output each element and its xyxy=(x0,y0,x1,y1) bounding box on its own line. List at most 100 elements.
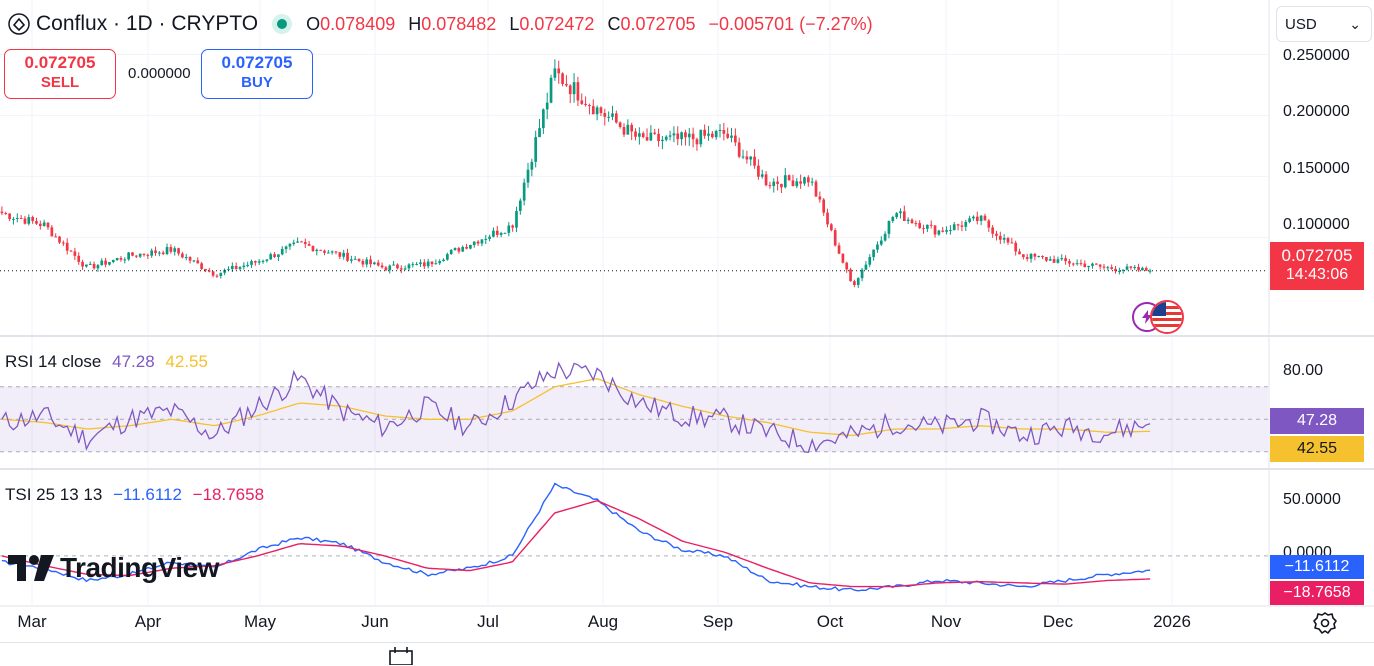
candle-body xyxy=(15,217,19,219)
settings-gear-icon[interactable] xyxy=(1312,610,1338,636)
candle-body xyxy=(254,261,257,263)
candle xyxy=(499,231,503,238)
sell-price: 0.072705 xyxy=(24,53,96,72)
candle-body xyxy=(584,103,587,105)
candle xyxy=(369,255,372,268)
tradingview-logo[interactable]: TradingView xyxy=(8,552,219,584)
candle-body xyxy=(906,219,910,221)
candle xyxy=(307,240,311,246)
price-tick: 0.150000 xyxy=(1283,160,1350,177)
candle-body xyxy=(284,246,288,249)
candle xyxy=(392,260,395,266)
candle-body xyxy=(676,133,680,140)
candle xyxy=(407,263,411,271)
candle xyxy=(979,214,983,226)
candle-body xyxy=(54,236,58,238)
tsi-name: TSI 25 13 13 xyxy=(5,485,103,504)
candle-body xyxy=(545,102,549,110)
candle-body xyxy=(1045,257,1048,261)
candle xyxy=(730,127,733,143)
candle xyxy=(188,256,192,264)
candle-body xyxy=(158,252,161,254)
candle-body xyxy=(223,269,226,273)
tsi-pane xyxy=(0,482,1268,592)
candle xyxy=(399,265,403,274)
candle xyxy=(131,252,134,257)
candle-body xyxy=(672,133,676,136)
candle xyxy=(1102,263,1106,270)
candle-body xyxy=(653,132,657,134)
rsi-legend[interactable]: RSI 14 close 47.28 42.55 xyxy=(5,352,208,372)
candle xyxy=(565,75,568,87)
candle-body xyxy=(703,129,706,136)
month-label: Jun xyxy=(361,612,389,631)
calendar-icon[interactable] xyxy=(388,647,414,665)
tsi-legend[interactable]: TSI 25 13 13 −11.6112 −18.7658 xyxy=(5,485,264,505)
candle-body xyxy=(591,106,595,115)
candle-body xyxy=(138,253,142,257)
candle xyxy=(826,208,829,228)
sell-button[interactable]: 0.072705 SELL xyxy=(4,49,116,99)
buy-label: BUY xyxy=(241,74,273,91)
candle xyxy=(77,252,81,265)
currency-select[interactable]: USD ⌄ xyxy=(1276,6,1372,42)
buy-button[interactable]: 0.072705 BUY xyxy=(201,49,313,99)
candle-body xyxy=(88,263,92,265)
candle xyxy=(945,226,948,235)
candle-body xyxy=(326,252,330,254)
candle xyxy=(119,256,123,262)
candle-body xyxy=(714,131,718,138)
candle xyxy=(146,253,150,260)
candle xyxy=(833,228,837,247)
candle xyxy=(518,198,522,215)
candle-body xyxy=(338,252,342,257)
candle-body xyxy=(841,253,845,263)
candle xyxy=(269,252,273,260)
candle-body xyxy=(8,213,11,220)
candle-body xyxy=(422,262,426,267)
candle xyxy=(469,244,472,250)
us-flag-event-icon[interactable] xyxy=(1150,300,1184,334)
candle xyxy=(123,257,127,264)
candle xyxy=(760,169,764,179)
candle xyxy=(818,191,822,203)
candle-body xyxy=(991,227,994,234)
market-status-icon[interactable] xyxy=(272,14,293,34)
candle xyxy=(557,60,561,84)
candle-body xyxy=(1091,263,1094,266)
candle-body xyxy=(949,230,952,232)
candle xyxy=(929,220,933,229)
candle xyxy=(876,241,879,253)
candle-body xyxy=(250,261,253,265)
candle-body xyxy=(1010,242,1014,244)
candle-body xyxy=(1033,253,1037,257)
candle xyxy=(280,246,284,256)
candle xyxy=(641,131,645,139)
candle-body xyxy=(833,230,837,246)
candle xyxy=(837,242,841,255)
candle-body xyxy=(1148,270,1152,272)
candle-body xyxy=(814,181,818,197)
candle xyxy=(472,241,476,248)
candle-body xyxy=(891,217,895,221)
countdown-value: 14:43:06 xyxy=(1285,266,1349,283)
candle-body xyxy=(399,268,403,270)
candle-body xyxy=(780,183,783,188)
candle-body xyxy=(1125,266,1129,270)
candle xyxy=(968,215,971,224)
candle xyxy=(50,224,54,237)
candle-body xyxy=(415,264,418,266)
candle xyxy=(568,84,572,104)
ohlc-values: O0.078409 H0.078482 L0.072472 C0.072705 … xyxy=(306,14,881,35)
candle xyxy=(949,225,952,235)
candle xyxy=(1110,264,1114,270)
candle-body xyxy=(92,263,96,269)
candle-body xyxy=(434,263,438,265)
candle xyxy=(622,123,626,138)
candle xyxy=(242,262,246,270)
candle-body xyxy=(929,224,933,226)
candle xyxy=(19,214,23,219)
candle xyxy=(580,93,584,105)
symbol-title[interactable]: Conflux · 1D · CRYPTO xyxy=(36,12,259,35)
candle-body xyxy=(392,264,395,266)
